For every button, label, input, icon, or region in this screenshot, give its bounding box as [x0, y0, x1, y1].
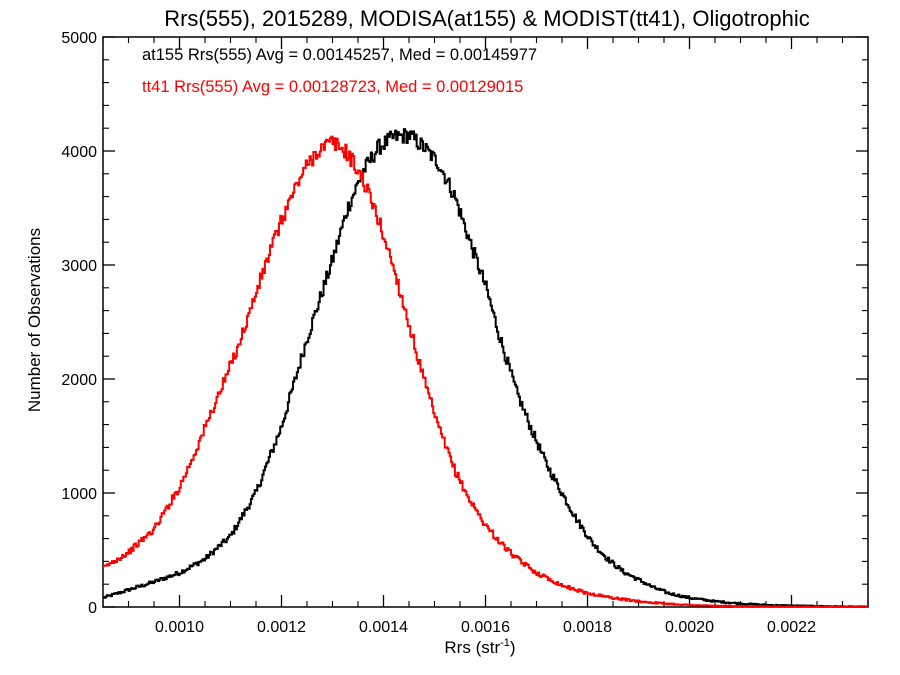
plot-area [102, 36, 869, 608]
series-layer [103, 128, 868, 608]
legend-entry-tt41: tt41 Rrs(555) Avg = 0.00128723, Med = 0.… [142, 78, 523, 96]
series-tt41-line [103, 135, 868, 608]
x-tick-label: 0.0014 [359, 619, 408, 636]
x-tick-label: 0.0022 [767, 619, 816, 636]
chart-title: Rrs(555), 2015289, MODISA(at155) & MODIS… [164, 6, 810, 31]
axis-ticks [102, 36, 869, 608]
x-tick-label: 0.0012 [257, 619, 306, 636]
x-axis-label-main: Rrs (str [444, 638, 500, 657]
y-tick-label: 5000 [61, 30, 97, 47]
y-axis-label: Number of Observations [25, 228, 44, 412]
legend: at155 Rrs(555) Avg = 0.00145257, Med = 0… [142, 46, 537, 96]
x-axis-label-end: ) [510, 638, 516, 657]
x-axis-tick-labels: 0.0010 0.0012 0.0014 0.0016 0.0018 0.0020 0.00… [155, 619, 816, 636]
y-tick-label: 2000 [61, 372, 97, 389]
y-tick-label: 1000 [61, 486, 97, 503]
x-axis-label: Rrs (str-1) [444, 637, 515, 657]
x-axis-label-sup: -1 [500, 637, 510, 649]
x-tick-label: 0.0016 [461, 619, 510, 636]
legend-entry-at155: at155 Rrs(555) Avg = 0.00145257, Med = 0… [142, 46, 537, 64]
x-tick-label: 0.0020 [665, 619, 714, 636]
series-at155-line [103, 128, 868, 608]
x-tick-label: 0.0018 [563, 619, 612, 636]
x-tick-label: 0.0010 [155, 619, 204, 636]
y-tick-label: 0 [88, 600, 97, 617]
y-tick-label: 4000 [61, 144, 97, 161]
y-axis-tick-labels: 0 1000 2000 3000 4000 5000 [61, 30, 97, 617]
plot-border [102, 36, 869, 608]
y-tick-label: 3000 [61, 258, 97, 275]
